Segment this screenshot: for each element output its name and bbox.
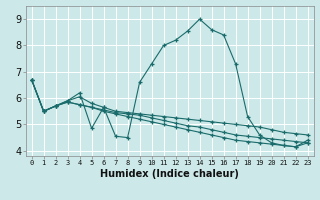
X-axis label: Humidex (Indice chaleur): Humidex (Indice chaleur) <box>100 169 239 179</box>
